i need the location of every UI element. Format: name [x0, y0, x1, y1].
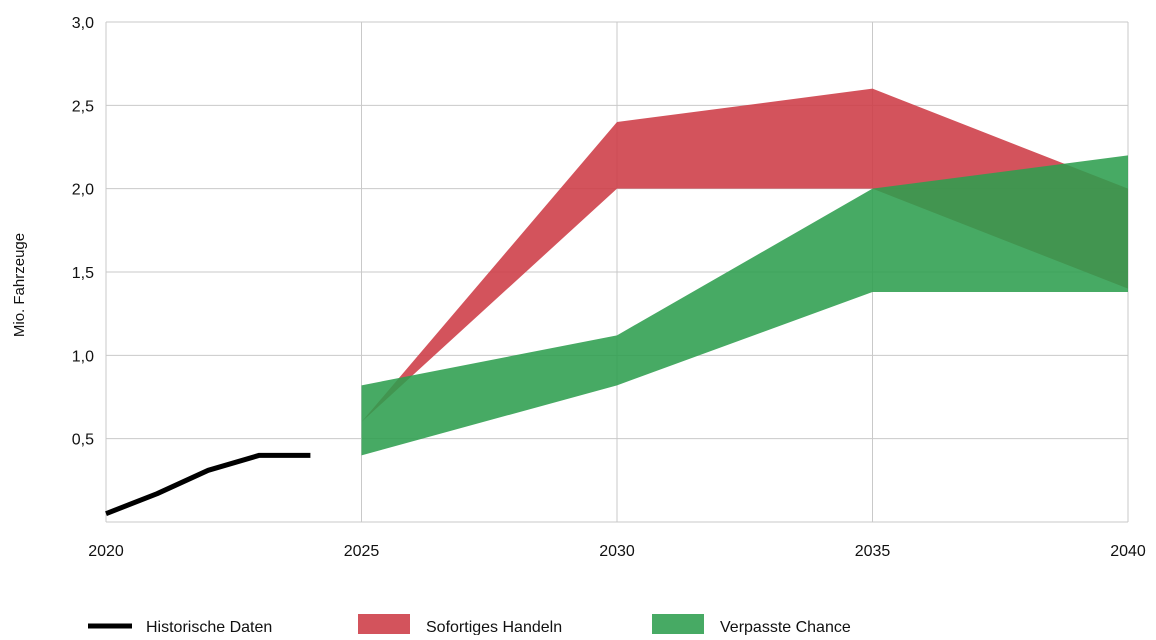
x-axis-ticks: 2020 2025 2030 2035 2040	[88, 543, 1146, 560]
x-tick-label: 2035	[855, 543, 891, 560]
y-tick-label: 2,0	[72, 182, 94, 199]
legend-item: Verpasste Chance	[652, 614, 851, 636]
line-historische-daten	[105, 452, 311, 516]
x-tick-label: 2025	[344, 543, 380, 560]
legend-item: Sofortiges Handeln	[358, 614, 562, 636]
x-tick-label: 2030	[599, 543, 635, 560]
y-tick-label: 1,5	[72, 265, 94, 282]
x-tick-label: 2040	[1110, 543, 1146, 560]
legend: Historische Daten Sofortiges Handeln Verpa…	[88, 614, 851, 636]
x-tick-label: 2020	[88, 543, 124, 560]
legend-item: Historische Daten	[88, 619, 272, 636]
y-axis-title: Mio. Fahrzeuge	[11, 233, 28, 337]
y-tick-label: 2,5	[72, 98, 94, 115]
y-tick-label: 1,0	[72, 348, 94, 365]
y-axis-ticks: 0,5 1,0 1,5 2,0 2,5 3,0	[72, 15, 94, 449]
legend-swatch	[358, 614, 410, 634]
legend-label: Sofortiges Handeln	[426, 619, 562, 635]
band-sofortiges-handeln	[361, 88, 1128, 423]
y-tick-label: 0,5	[72, 432, 94, 449]
series-layer	[105, 88, 1128, 516]
legend-label: Verpasste Chance	[720, 619, 851, 635]
y-tick-label: 3,0	[72, 15, 94, 32]
legend-swatch	[652, 614, 704, 634]
legend-label: Historische Daten	[146, 619, 272, 635]
band-verpasste-chance	[361, 155, 1128, 456]
